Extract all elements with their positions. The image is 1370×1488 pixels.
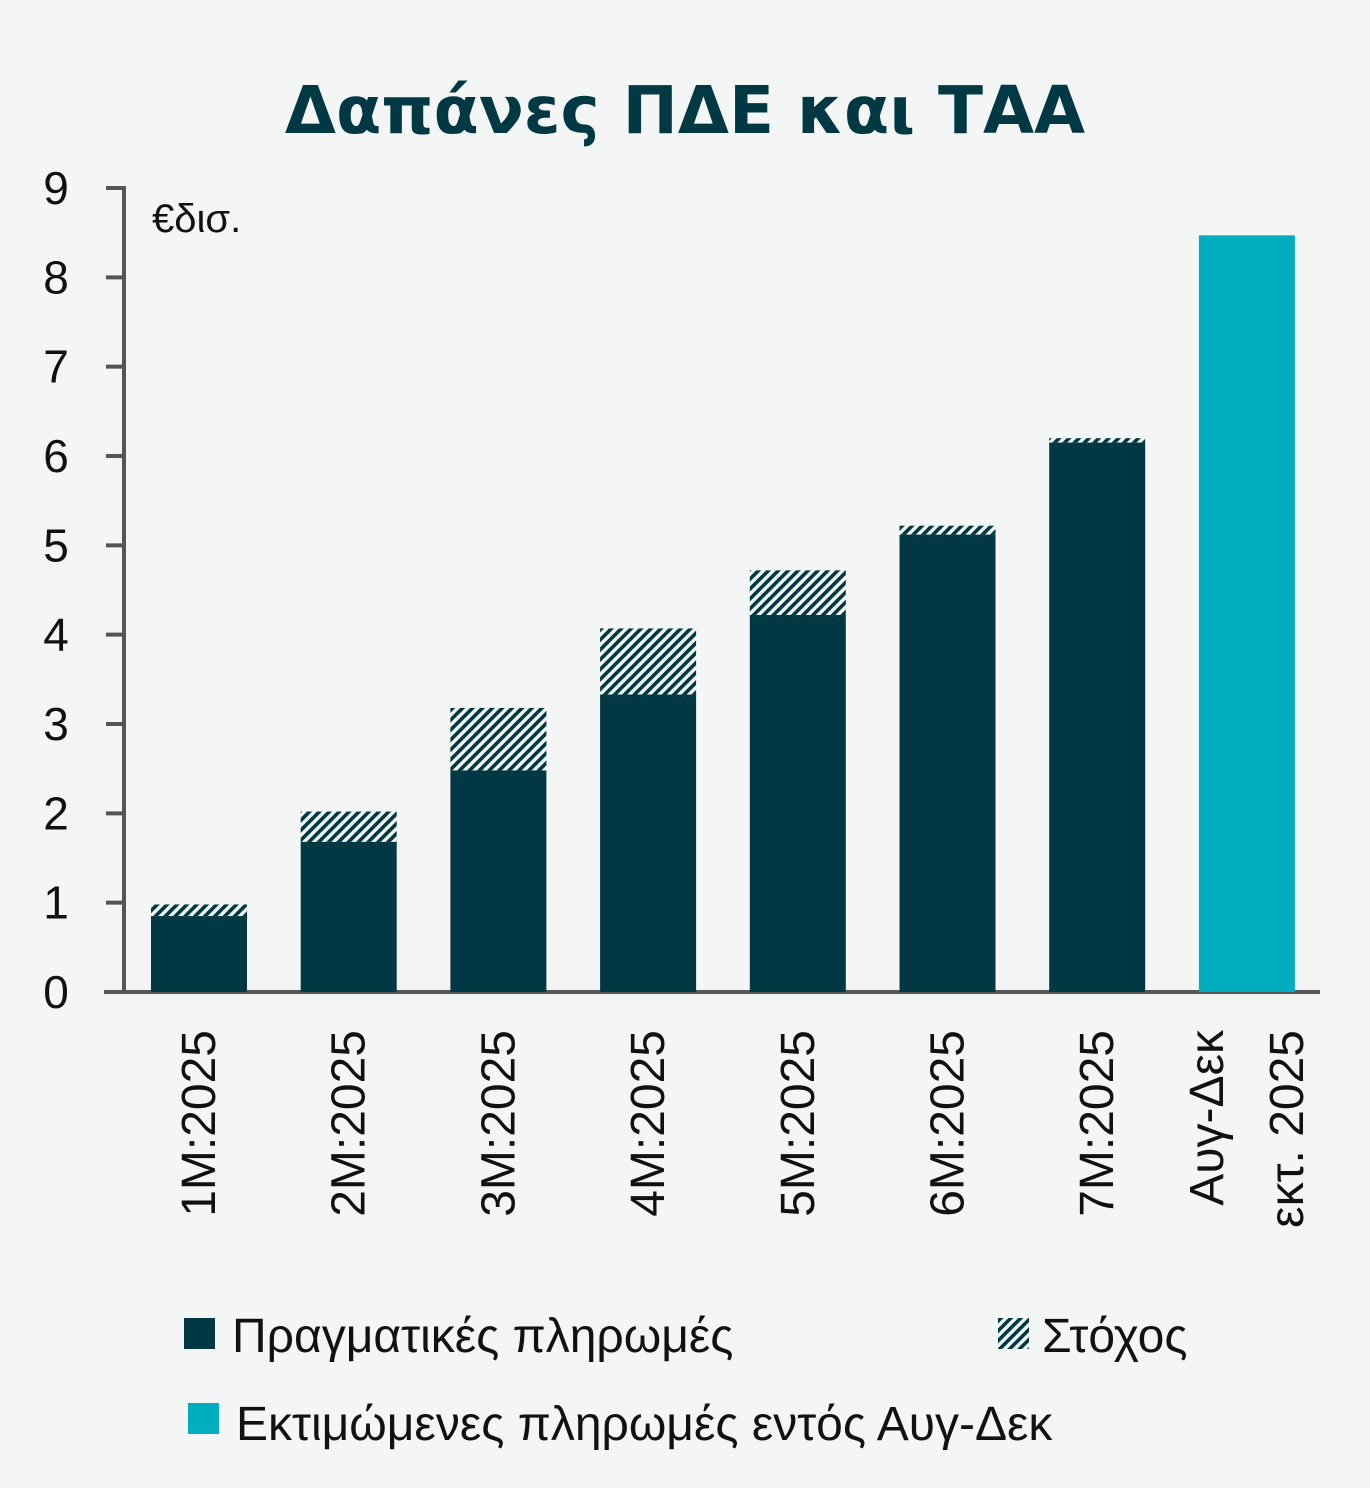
legend-label: Πραγματικές πληρωμές bbox=[232, 1310, 733, 1363]
x-tick-label: Αυγ-Δεκ bbox=[1181, 1029, 1234, 1206]
legend-swatch-solid-dark bbox=[184, 1318, 215, 1349]
x-tick-label: εκτ. 2025 bbox=[1261, 1030, 1314, 1228]
y-tick-label: 5 bbox=[43, 519, 69, 571]
x-tick-label: 7M:2025 bbox=[1071, 1030, 1124, 1217]
bar-actual-payments bbox=[749, 615, 846, 992]
legend-label: Εκτιμώμενες πληρωμές εντός Αυγ-Δεκ bbox=[236, 1398, 1053, 1451]
x-tick-label: 2M:2025 bbox=[323, 1030, 376, 1217]
bar-actual-payments bbox=[300, 841, 397, 992]
chart-title: Δαπάνες ΠΔΕ και ΤΑΑ bbox=[285, 72, 1085, 149]
bar-target-segment bbox=[899, 525, 996, 535]
x-tick-label: 6M:2025 bbox=[922, 1030, 975, 1217]
y-tick-label: 3 bbox=[43, 698, 69, 750]
y-tick-label: 9 bbox=[43, 162, 69, 214]
bar-actual-payments bbox=[600, 694, 697, 992]
bar-target-segment bbox=[151, 904, 247, 917]
x-tick-label: 4M:2025 bbox=[622, 1030, 675, 1217]
bar-target-segment bbox=[600, 628, 697, 695]
bar-actual-payments bbox=[899, 534, 996, 992]
y-tick-label: 7 bbox=[43, 341, 69, 393]
y-tick-label: 0 bbox=[43, 966, 69, 1018]
bar-target-segment bbox=[1049, 438, 1146, 443]
y-tick-label: 4 bbox=[43, 609, 69, 661]
bar-actual-payments bbox=[1049, 442, 1146, 993]
bar-actual-payments bbox=[151, 916, 247, 992]
bar-target-segment bbox=[749, 570, 846, 616]
x-tick-label: 1M:2025 bbox=[173, 1030, 226, 1217]
bar-target-segment bbox=[450, 707, 547, 771]
legend-label: Στόχος bbox=[1042, 1310, 1187, 1363]
y-tick-label: 2 bbox=[43, 787, 69, 839]
legend-swatch-solid-teal bbox=[188, 1403, 219, 1434]
unit-label: €δισ. bbox=[152, 197, 241, 241]
bar-target-segment bbox=[300, 811, 397, 842]
y-tick-label: 8 bbox=[43, 251, 69, 303]
bar-estimated-payments bbox=[1198, 235, 1295, 992]
y-tick-label: 1 bbox=[43, 877, 69, 929]
y-tick-label: 6 bbox=[43, 430, 69, 482]
bar-actual-payments bbox=[450, 770, 547, 992]
x-tick-label: 3M:2025 bbox=[472, 1030, 525, 1217]
legend-swatch-hatch bbox=[998, 1318, 1029, 1349]
x-tick-label: 5M:2025 bbox=[772, 1030, 825, 1217]
